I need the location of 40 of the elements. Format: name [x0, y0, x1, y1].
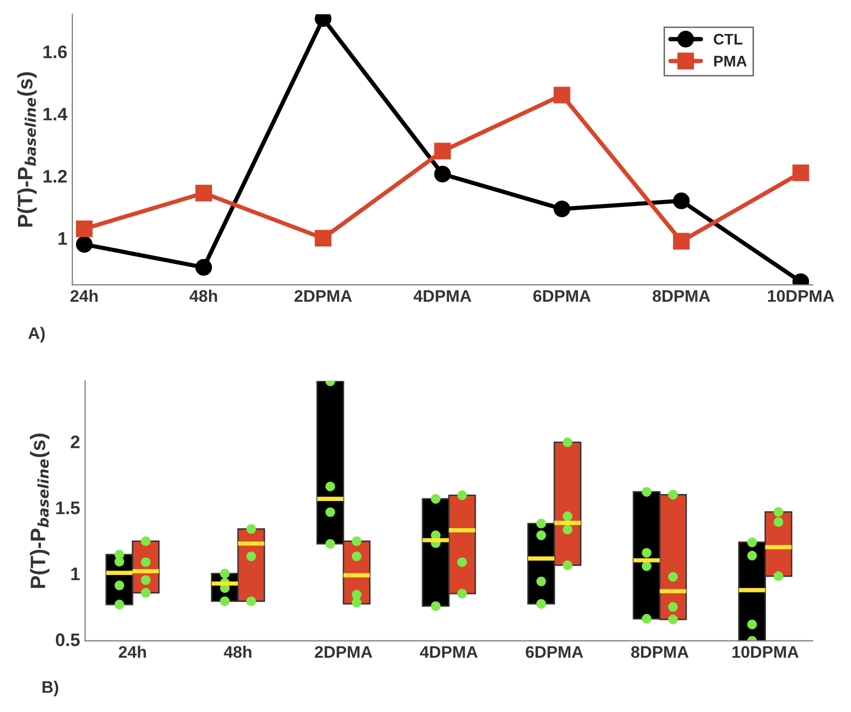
y-tick-label: 1.5 — [56, 502, 80, 514]
x-tick-label: 2DPMA — [314, 646, 372, 658]
point — [76, 236, 93, 253]
y-tick-label: 2 — [70, 436, 80, 448]
y-tick-label: 1 — [71, 568, 80, 580]
y-tick-label: 1.6 — [44, 45, 67, 58]
point — [554, 86, 570, 104]
y-tick-label: 0.5 — [56, 633, 80, 646]
x-tick-label: 4DPMA — [414, 290, 472, 302]
x-tick-label: 48h — [190, 290, 218, 302]
x-tick-label: 48h — [224, 646, 252, 658]
y-axis-title: P(T)-P$_{baseline}$(s) — [17, 72, 37, 227]
x-tick-label: 8DPMA — [652, 290, 710, 302]
x-tick-label: 6DPMA — [533, 290, 591, 302]
x-tick-label: 10DPMA — [732, 646, 799, 658]
point — [673, 192, 690, 210]
y-tick-label: 1 — [58, 232, 67, 245]
point — [195, 259, 212, 276]
legend-label: CTL — [714, 34, 742, 45]
x-tick-label: 2DPMA — [294, 290, 352, 302]
point — [195, 184, 212, 202]
x-tick-label: 8DPMA — [631, 646, 689, 658]
point — [673, 232, 690, 250]
point — [792, 164, 810, 182]
x-tick-label: 6DPMA — [526, 646, 584, 658]
x-tick-label: 24h — [70, 290, 98, 302]
point — [314, 230, 332, 246]
x-tick-label: 24h — [118, 646, 146, 658]
y-tick-label: 1.4 — [44, 108, 68, 120]
legend-label: PMA — [714, 56, 747, 66]
point — [554, 200, 570, 218]
point — [434, 166, 451, 182]
y-tick-label: 1.2 — [44, 170, 67, 182]
x-tick-label: 4DPMA — [420, 646, 478, 658]
point — [434, 142, 451, 160]
y-axis-title: P(T)-P$_{baseline}$(s) — [30, 434, 50, 588]
point — [76, 220, 93, 238]
x-tick-label: 10DPMA — [768, 290, 834, 302]
text: B) — [42, 680, 58, 696]
text: A) — [28, 326, 45, 342]
